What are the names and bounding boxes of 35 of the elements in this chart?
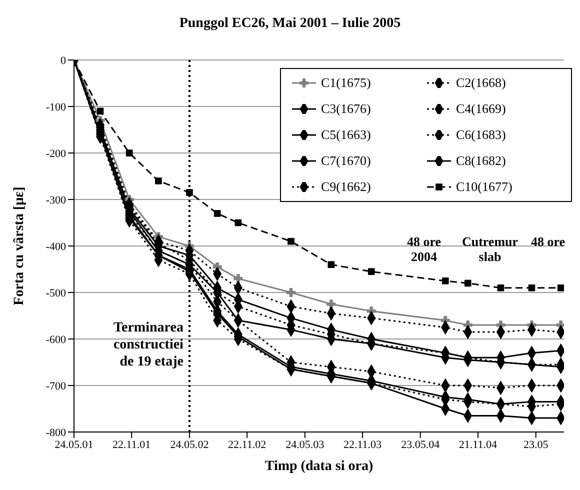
- y-tick-label: -400: [46, 240, 66, 253]
- x-tick-label: 22.11.01: [112, 438, 151, 451]
- chart-title: Punggol EC26, Mai 2001 – Iulie 2005: [178, 15, 402, 33]
- x-tick-label: 23.05.04: [401, 438, 440, 451]
- x-tick-label: 24.05.02: [170, 438, 209, 451]
- y-tick-label: -100: [46, 101, 66, 114]
- legend-label: C2(1668): [456, 75, 506, 91]
- x-tick-label: 22.11.03: [343, 438, 382, 451]
- y-tick-label: -300: [46, 194, 66, 206]
- y-tick-label: -700: [46, 380, 66, 392]
- legend-label: C5(1663): [321, 127, 371, 143]
- y-tick-label: -200: [46, 148, 66, 160]
- annotation: 48 ore 2004: [406, 234, 442, 264]
- legend-label: C3(1676): [321, 101, 371, 117]
- y-tick-label: -600: [46, 334, 66, 346]
- y-tick-label: 0: [60, 54, 66, 67]
- y-tick-label: -800: [46, 426, 66, 439]
- legend-label: C9(1662): [321, 179, 371, 195]
- y-tick-label: -500: [46, 287, 66, 300]
- legend-label: C1(1675): [321, 75, 371, 91]
- annotation: 48 ore: [530, 234, 566, 251]
- legend-label: C6(1683): [456, 127, 506, 143]
- x-tick-label: 21.11.04: [458, 438, 498, 451]
- legend-label: C10(1677): [456, 179, 512, 195]
- x-tick-label: 24.05.03: [286, 438, 325, 451]
- x-tick-label: 22.11.02: [228, 438, 266, 451]
- ref-line-label: Terminarea constructiei de 19 etaje: [113, 320, 184, 370]
- x-tick-label: 23.05: [523, 438, 549, 451]
- x-axis-title: Timp (data si ora): [264, 459, 374, 474]
- y-axis-title: Forta cu vârsta [µε]: [12, 186, 27, 306]
- legend-label: C8(1682): [456, 153, 506, 169]
- x-tick-label: 24.05.01: [54, 438, 94, 451]
- annotation: Cutremur slab: [460, 234, 520, 264]
- legend-label: C4(1669): [456, 101, 506, 117]
- legend-label: C7(1670): [321, 153, 371, 169]
